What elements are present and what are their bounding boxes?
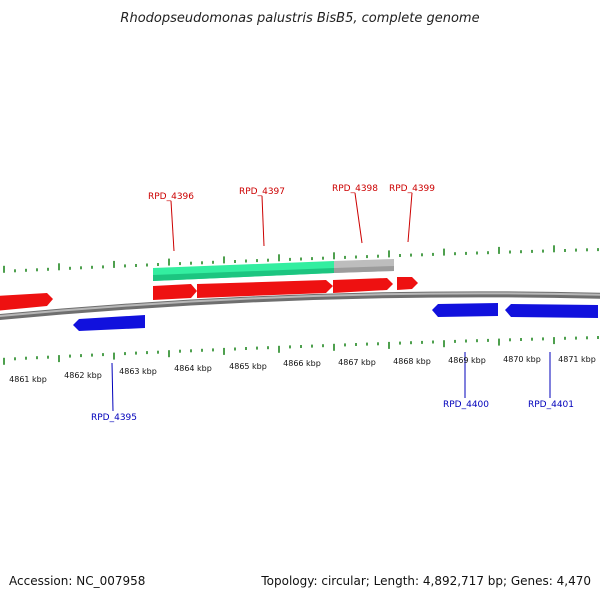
gene-arrow-rpd-4395[interactable]	[73, 315, 145, 331]
reverse-genes	[73, 303, 598, 331]
gene-arrow-rpd-4401[interactable]	[505, 304, 598, 318]
gene-label-rpd-4399[interactable]: RPD_4399	[389, 184, 435, 194]
kbp-scale: 4861 kbp 4862 kbp 4863 kbp 4864 kbp 4865…	[9, 355, 596, 384]
kbp-label: 4864 kbp	[174, 364, 212, 373]
kbp-label: 4862 kbp	[64, 371, 102, 380]
leader-line-rpd-4395	[111, 362, 114, 412]
gene-arrow-rpd-4398[interactable]	[333, 278, 393, 293]
gene-arrow-rpd-4396[interactable]	[153, 284, 197, 300]
gene-labels: RPD_4396 RPD_4397 RPD_4398 RPD_4399 RPD_…	[91, 184, 574, 423]
bottom-tick-track	[3, 336, 599, 365]
gene-arrow-rpd-4397[interactable]	[197, 280, 333, 298]
accession-text: Accession: NC_007958	[9, 574, 145, 588]
gene-label-rpd-4396[interactable]: RPD_4396	[148, 192, 194, 202]
gene-arrow-rpd-4400[interactable]	[432, 303, 498, 317]
leader-line-rpd-4398	[354, 192, 363, 244]
genome-backbone	[0, 291, 600, 321]
kbp-label: 4865 kbp	[229, 362, 267, 371]
gene-label-rpd-4401[interactable]: RPD_4401	[528, 400, 574, 410]
highlight-region-green-shade	[153, 268, 334, 281]
highlight-region-grey-shade	[334, 266, 394, 273]
gene-label-rpd-4400[interactable]: RPD_4400	[443, 400, 489, 410]
gene-label-rpd-4397[interactable]: RPD_4397	[239, 187, 285, 197]
forward-genes	[0, 277, 418, 311]
kbp-label: 4863 kbp	[119, 367, 157, 376]
genome-backbone-highlight	[0, 292, 600, 318]
kbp-label: 4871 kbp	[558, 355, 596, 364]
kbp-label: 4868 kbp	[393, 357, 431, 366]
genome-summary-text: Topology: circular; Length: 4,892,717 bp…	[260, 574, 591, 588]
kbp-label: 4861 kbp	[9, 375, 47, 384]
gene-label-rpd-4395[interactable]: RPD_4395	[91, 413, 137, 423]
gene-label-rpd-4398[interactable]: RPD_4398	[332, 184, 378, 194]
gene-arrow-rpd-4399[interactable]	[397, 277, 418, 290]
leader-line-rpd-4397	[261, 195, 265, 247]
kbp-label: 4869 kbp	[448, 356, 486, 365]
gene-arrow-partial-left[interactable]	[0, 293, 53, 311]
top-tick-track	[3, 245, 599, 273]
kbp-label: 4870 kbp	[503, 355, 541, 364]
leader-line-rpd-4396	[170, 200, 175, 252]
kbp-label: 4866 kbp	[283, 359, 321, 368]
page-title: Rhodopseudomonas palustris BisB5, comple…	[120, 11, 479, 26]
kbp-label: 4867 kbp	[338, 358, 376, 367]
leader-line-rpd-4399	[407, 192, 413, 243]
